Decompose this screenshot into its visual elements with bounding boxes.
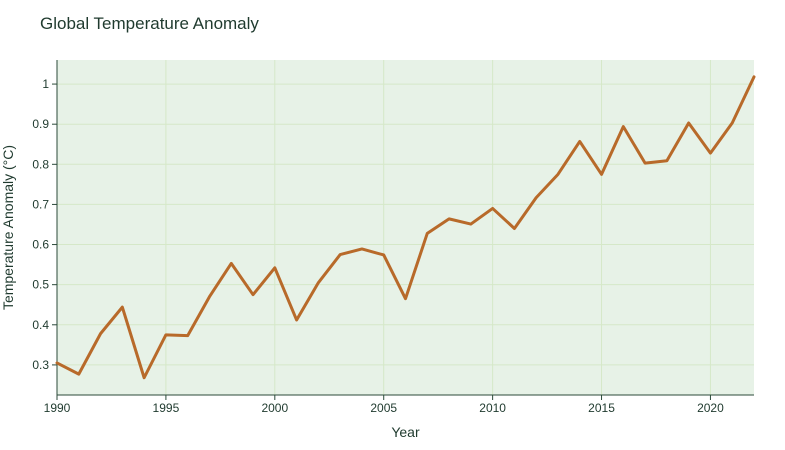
y-tick-label: 0.9 <box>32 117 49 131</box>
x-axis-label: Year <box>391 424 420 440</box>
x-tick-label: 2020 <box>697 401 724 415</box>
y-tick-label: 0.6 <box>32 238 49 252</box>
y-tick-label: 0.8 <box>32 157 49 171</box>
x-tick-label: 1995 <box>153 401 180 415</box>
tick-labels: 0.3 0.4 0.5 0.6 0.7 0.8 0.9 1 1990 1995 2000 2005 20… <box>32 77 724 415</box>
y-tick-label: 0.4 <box>32 318 49 332</box>
axes <box>52 60 754 400</box>
plot-area <box>57 60 754 395</box>
x-tick-label: 2005 <box>370 401 397 415</box>
y-tick-label: 1 <box>42 77 49 91</box>
x-tick-label: 1990 <box>44 401 71 415</box>
data-series <box>55 75 756 380</box>
series-line <box>55 75 756 380</box>
x-tick-label: 2000 <box>261 401 288 415</box>
y-axis-label: Temperature Anomaly (°C) <box>0 145 16 310</box>
y-tick-label: 0.5 <box>32 278 49 292</box>
x-tick-label: 2015 <box>588 401 615 415</box>
x-tick-label: 2010 <box>479 401 506 415</box>
chart-title: Global Temperature Anomaly <box>40 14 259 33</box>
y-tick-label: 0.3 <box>32 358 49 372</box>
y-tick-label: 0.7 <box>32 197 49 211</box>
